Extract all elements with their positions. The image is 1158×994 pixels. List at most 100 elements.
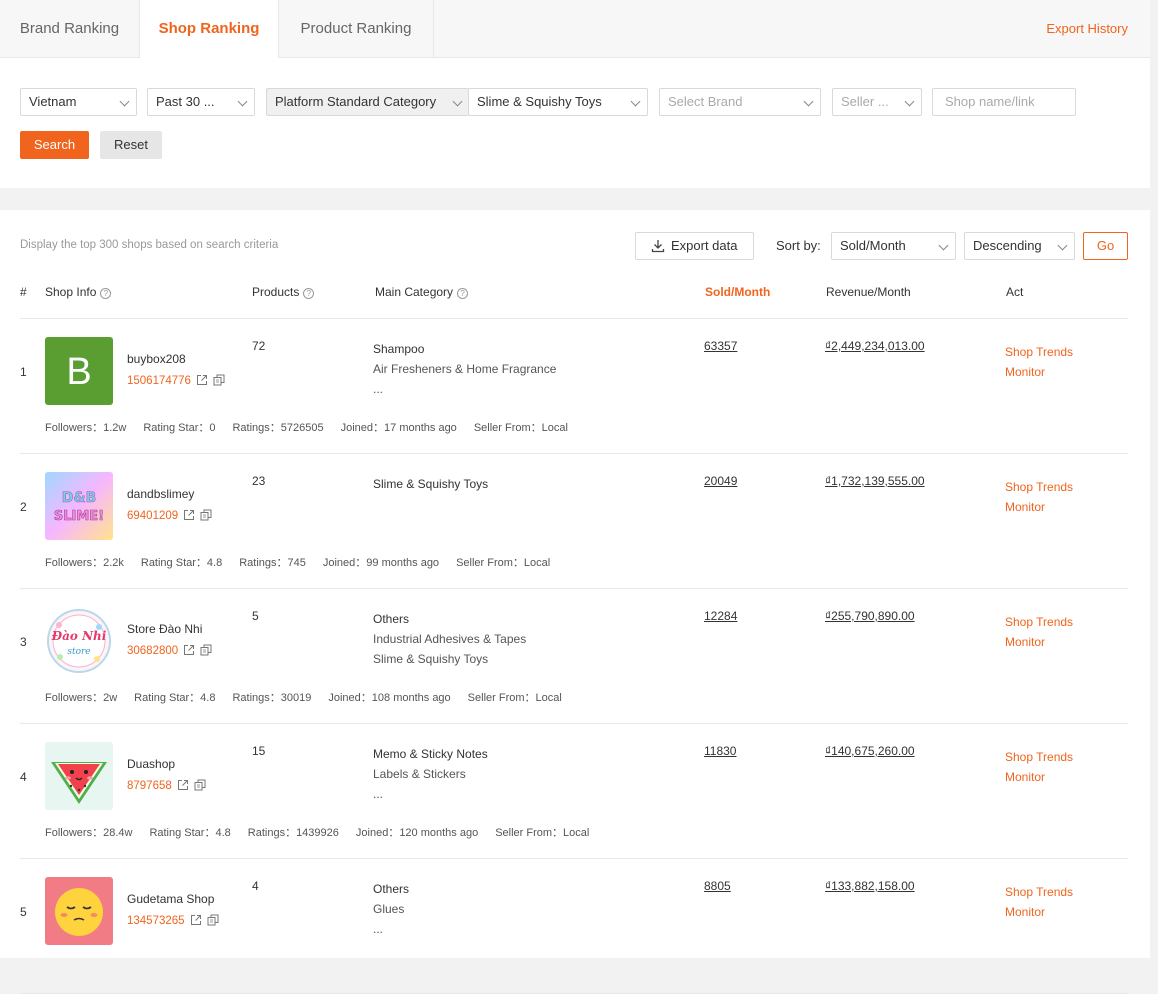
shop-stats: Followers：2w Rating Star：4.8 Ratings：30019… xyxy=(45,689,579,705)
period-value: Past 30 ... xyxy=(156,94,215,109)
tab-shop-ranking[interactable]: Shop Ranking xyxy=(139,0,279,59)
export-history-link[interactable]: Export History xyxy=(1046,21,1128,36)
shop-avatar-image: B xyxy=(45,337,113,405)
copy-icon[interactable] xyxy=(200,509,212,521)
external-link-icon[interactable] xyxy=(183,644,195,656)
followers-value: 2.2k xyxy=(103,557,124,569)
row-actions: Shop Trends Monitor xyxy=(1005,342,1073,382)
shop-name[interactable]: dandbslimey xyxy=(127,487,195,501)
tab-product-ranking[interactable]: Product Ranking xyxy=(279,0,434,58)
category-item: Glues xyxy=(373,902,405,916)
copy-icon[interactable] xyxy=(194,779,206,791)
help-icon[interactable]: ? xyxy=(457,288,469,299)
sold-month-value[interactable]: 12284 xyxy=(704,609,738,623)
seller-from-label: Seller From： xyxy=(495,827,564,839)
shop-id-link[interactable]: 1506174776 xyxy=(127,375,191,387)
ranking-tabbar: Brand Ranking Shop Ranking Product Ranki… xyxy=(0,0,1150,59)
shop-name[interactable]: buybox208 xyxy=(127,352,186,366)
monitor-link[interactable]: Monitor xyxy=(1005,365,1046,379)
shop-trends-link[interactable]: Shop Trends xyxy=(1005,750,1074,764)
shop-trends-link[interactable]: Shop Trends xyxy=(1005,615,1074,629)
revenue-month-value[interactable]: ₫1,732,139,555.00 xyxy=(825,474,925,488)
help-icon[interactable]: ? xyxy=(303,288,315,299)
copy-icon[interactable] xyxy=(200,644,212,656)
shop-name[interactable]: Gudetama Shop xyxy=(127,892,215,906)
products-count: 72 xyxy=(252,339,266,353)
sold-month-value[interactable]: 63357 xyxy=(704,339,738,353)
seller-from-value: Local xyxy=(541,422,568,434)
shop-avatar[interactable]: D&B SLIME! xyxy=(45,472,113,540)
copy-icon[interactable] xyxy=(207,914,219,926)
sort-order-select[interactable]: Descending xyxy=(964,232,1075,260)
period-select[interactable]: Past 30 ... xyxy=(147,88,255,116)
rank-number: 5 xyxy=(20,905,27,919)
followers-label: Followers： xyxy=(45,692,104,704)
revenue-month-value[interactable]: ₫2,449,234,013.00 xyxy=(825,339,925,353)
external-link-icon[interactable] xyxy=(190,914,202,926)
shop-trends-link[interactable]: Shop Trends xyxy=(1005,480,1074,494)
shop-trends-link[interactable]: Shop Trends xyxy=(1005,345,1074,359)
search-button[interactable]: Search xyxy=(20,131,89,159)
help-icon[interactable]: ? xyxy=(100,288,112,299)
monitor-link[interactable]: Monitor xyxy=(1005,770,1046,784)
external-link-icon[interactable] xyxy=(177,779,189,791)
shop-avatar[interactable] xyxy=(45,877,113,945)
revenue-month-value[interactable]: ₫255,790,890.00 xyxy=(825,609,915,623)
revenue-month-value[interactable]: ₫133,882,158.00 xyxy=(825,879,915,893)
results-hint: Display the top 300 shops based on searc… xyxy=(20,239,279,251)
sold-month-value[interactable]: 11830 xyxy=(704,744,737,758)
sort-by-label: Sort by: xyxy=(776,238,821,253)
chevron-down-icon xyxy=(938,240,949,251)
revenue-month-value[interactable]: ₫140,675,260.00 xyxy=(825,744,915,758)
seller-select[interactable]: Seller ... xyxy=(832,88,922,116)
shop-name-input[interactable]: Shop name/link xyxy=(932,88,1076,116)
shop-stats: Followers：1.2w Rating Star：0 Ratings：57265… xyxy=(45,419,585,435)
export-data-button[interactable]: Export data xyxy=(635,232,754,260)
column-header-sold-month[interactable]: Sold/Month xyxy=(705,285,771,299)
shop-avatar[interactable]: B xyxy=(45,337,113,405)
joined-label: Joined： xyxy=(340,422,385,434)
avatar-letter: B xyxy=(66,351,91,393)
sort-field-select[interactable]: Sold/Month xyxy=(831,232,956,260)
shop-id-link[interactable]: 134573265 xyxy=(127,915,185,927)
products-count: 4 xyxy=(252,879,259,893)
rank-number: 3 xyxy=(20,635,27,649)
go-button[interactable]: Go xyxy=(1083,232,1128,260)
copy-icon[interactable] xyxy=(213,374,225,386)
seller-from-value: Local xyxy=(523,557,551,569)
reset-button[interactable]: Reset xyxy=(100,131,162,159)
shop-name[interactable]: Duashop xyxy=(127,757,176,771)
external-link-icon[interactable] xyxy=(183,509,195,521)
seller-from-stat: Seller From：Local xyxy=(474,422,568,434)
followers-label: Followers： xyxy=(45,827,104,839)
column-header-shop-info: Shop Info? xyxy=(45,285,112,299)
shop-avatar[interactable]: Đào Nhi store xyxy=(45,607,113,675)
shop-id-row: 8797658 xyxy=(127,779,206,792)
monitor-link[interactable]: Monitor xyxy=(1005,905,1046,919)
shop-id-link[interactable]: 30682800 xyxy=(127,645,179,657)
joined-label: Joined： xyxy=(355,827,400,839)
sold-month-value[interactable]: 20049 xyxy=(704,474,738,488)
shop-avatar[interactable] xyxy=(45,742,113,810)
monitor-link[interactable]: Monitor xyxy=(1005,500,1046,514)
external-link-icon[interactable] xyxy=(196,374,208,386)
category-select[interactable]: Slime & Squishy Toys xyxy=(468,88,648,116)
shop-name[interactable]: Store Đào Nhi xyxy=(127,622,203,636)
column-header-main-category: Main Category? xyxy=(375,285,469,299)
shop-id-link[interactable]: 8797658 xyxy=(127,780,172,792)
tab-brand-ranking[interactable]: Brand Ranking xyxy=(19,20,120,37)
category-value: Slime & Squishy Toys xyxy=(477,94,602,109)
category-type-select[interactable]: Platform Standard Category xyxy=(266,88,469,116)
category-item: Others xyxy=(373,882,410,896)
monitor-link[interactable]: Monitor xyxy=(1005,635,1046,649)
shop-id-row: 30682800 xyxy=(127,644,212,657)
main-category-label: Main Category xyxy=(375,285,454,299)
filter-panel: Vietnam Past 30 ... Platform Standard Ca… xyxy=(0,58,1150,188)
column-header-revenue-month[interactable]: Revenue/Month xyxy=(826,285,911,299)
sold-month-value[interactable]: 8805 xyxy=(704,879,731,893)
shop-trends-link[interactable]: Shop Trends xyxy=(1005,885,1074,899)
brand-select[interactable]: Select Brand xyxy=(659,88,821,116)
shop-id-link[interactable]: 69401209 xyxy=(127,510,179,522)
ratings-label: Ratings： xyxy=(247,827,297,839)
country-select[interactable]: Vietnam xyxy=(20,88,137,116)
